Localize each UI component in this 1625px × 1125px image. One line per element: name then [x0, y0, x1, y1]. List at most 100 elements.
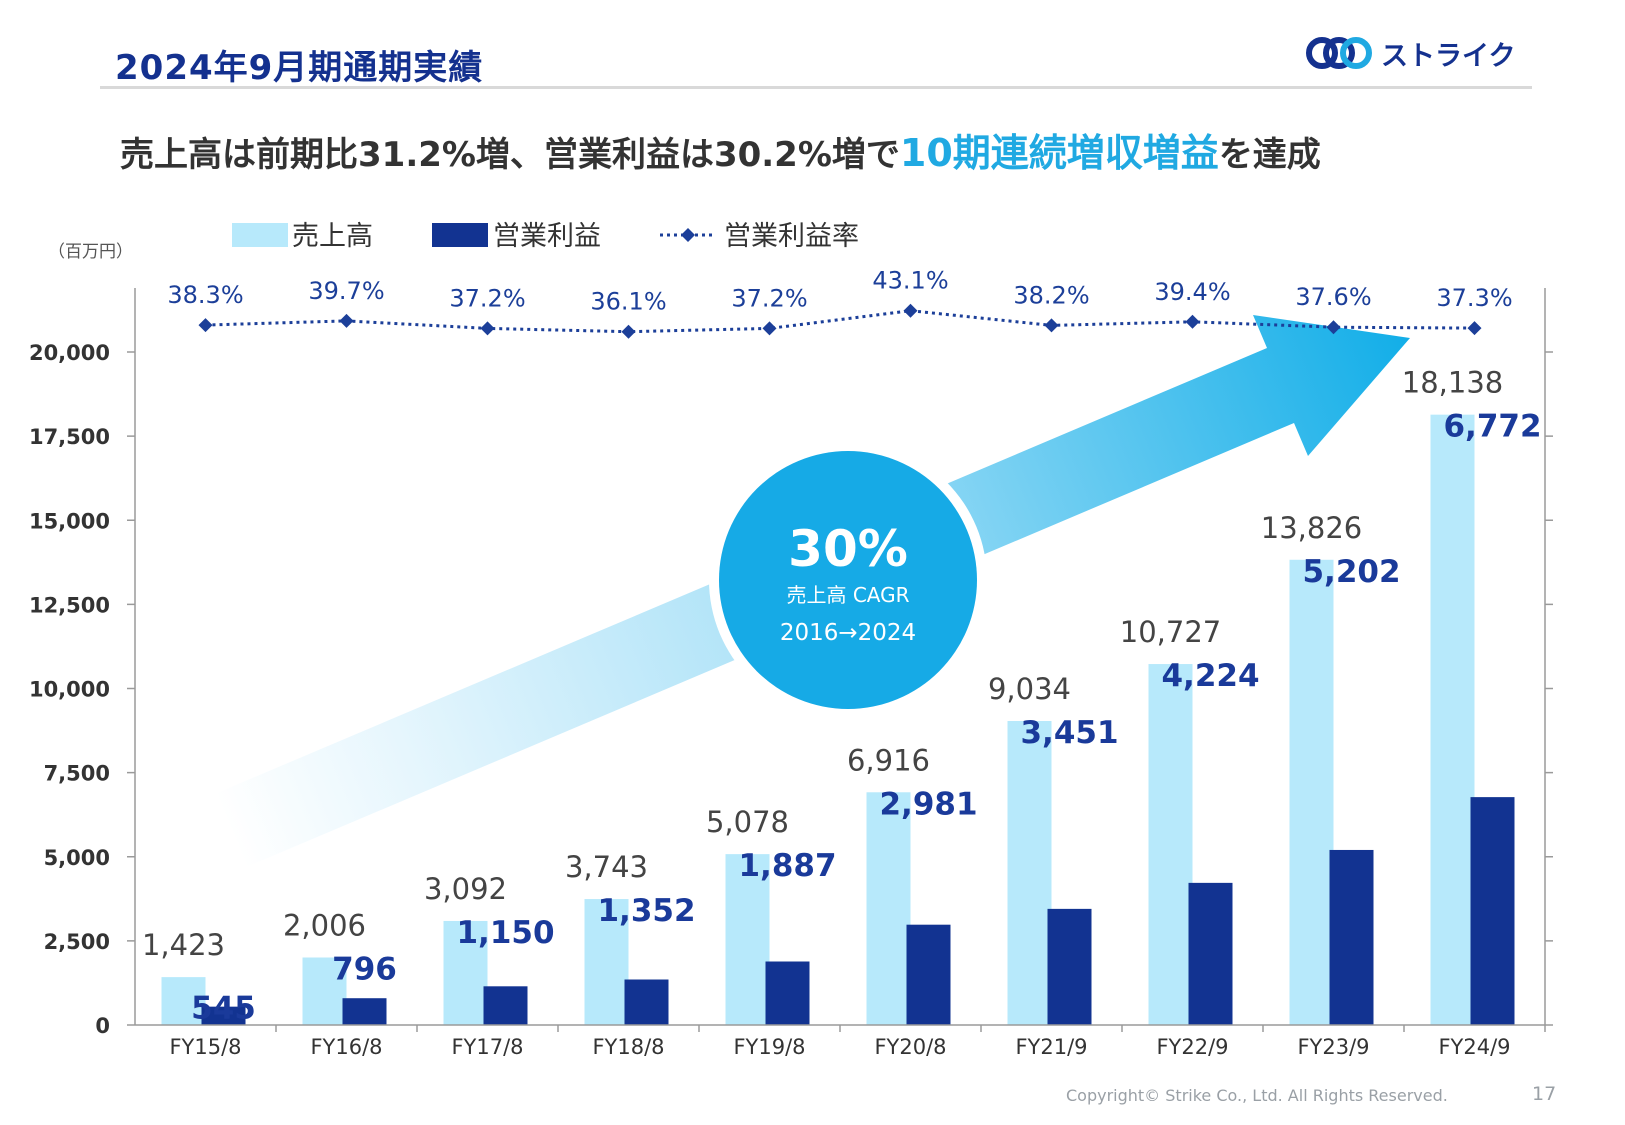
x-tick-label: FY22/9	[1156, 1035, 1228, 1059]
operating-income-label: 2,981	[879, 786, 977, 822]
margin-label: 38.2%	[1013, 281, 1089, 309]
margin-point	[339, 313, 354, 328]
margin-point	[903, 303, 918, 318]
revenue-bar	[866, 792, 911, 1025]
y-tick-label: 12,500	[29, 593, 110, 617]
revenue-label: 10,727	[1120, 615, 1221, 649]
axes: 0 2,500 5,000 7,500 10,000 12,500 15,000 17,500…	[29, 288, 1553, 1059]
margin-line-path	[205, 309, 1475, 334]
cagr-period: 2016→2024	[780, 620, 916, 646]
y-tick-label: 7,500	[44, 762, 110, 786]
margin-point	[1044, 318, 1059, 333]
margin-label: 39.7%	[308, 277, 384, 305]
y-tick-label: 2,500	[44, 930, 110, 954]
margin-label: 38.3%	[167, 281, 243, 309]
revenue-bar	[1007, 721, 1052, 1025]
revenue-label: 1,423	[142, 928, 225, 962]
copyright: Copyright© Strike Co., Ltd. All Rights R…	[1066, 1086, 1448, 1105]
revenue-label: 3,743	[565, 850, 648, 884]
x-tick-label: FY16/8	[310, 1035, 382, 1059]
operating-income-label: 545	[191, 991, 256, 1027]
y-tick-label: 15,000	[29, 509, 110, 533]
company-logo: ストライク	[1305, 33, 1515, 73]
cagr-label: 売上高 CAGR	[786, 583, 909, 607]
y-tick-label: 17,500	[29, 425, 110, 449]
margin-point	[1467, 321, 1482, 336]
cagr-circle	[719, 451, 977, 709]
margin-point	[1326, 320, 1341, 335]
operating-income-bar	[483, 986, 528, 1025]
revenue-label: 6,916	[847, 743, 930, 777]
operating-income-bar	[1329, 849, 1374, 1025]
title-divider	[100, 86, 1532, 89]
x-tick-label: FY24/9	[1438, 1035, 1510, 1059]
operating-income-label: 5,202	[1302, 554, 1400, 590]
revenue-label: 3,092	[424, 872, 507, 906]
margin-point	[1185, 314, 1200, 329]
operating-income-label: 1,150	[456, 915, 554, 951]
operating-income-bar	[1188, 882, 1233, 1025]
data-labels: 1,423 545 2,006 796 3,092 1,150 3,743 1,352 5,07…	[142, 267, 1542, 1027]
legend-revenue-swatch	[232, 223, 288, 247]
cagr-callout: 30% 売上高 CAGR 2016→2024	[709, 441, 987, 719]
legend-income-label: 営業利益	[493, 221, 601, 252]
margin-label: 43.1%	[872, 267, 948, 295]
legend-income-swatch	[432, 223, 488, 247]
headline-highlight: 10期連続増収増益	[899, 131, 1219, 175]
revenue-bar	[443, 920, 488, 1025]
headline-part1: 売上高は前期比31.2%増、営業利益は30.2%増で	[120, 135, 900, 175]
x-tick-label: FY17/8	[451, 1035, 523, 1059]
strike-logo-icon	[1306, 37, 1372, 69]
margin-label: 37.2%	[731, 284, 807, 312]
x-tick-label: FY15/8	[169, 1035, 241, 1059]
revenue-label: 18,138	[1402, 366, 1503, 400]
revenue-bar	[1148, 664, 1193, 1025]
operating-income-bar	[342, 998, 387, 1025]
revenue-label: 2,006	[283, 908, 366, 942]
y-tick-label: 5,000	[44, 846, 110, 870]
x-tick-label: FY23/9	[1297, 1035, 1369, 1059]
margin-label: 36.1%	[590, 288, 666, 316]
revenue-bar	[725, 854, 770, 1025]
revenue-bar	[584, 899, 629, 1025]
unit-label: （百万円）	[48, 242, 133, 262]
operating-income-bar	[624, 979, 669, 1025]
bars	[161, 414, 1515, 1025]
y-tick-label: 20,000	[29, 341, 110, 365]
margin-point	[762, 321, 777, 336]
margin-point	[198, 318, 213, 333]
revenue-bar	[1289, 559, 1334, 1025]
page-number: 17	[1532, 1083, 1557, 1105]
revenue-label: 13,826	[1261, 511, 1362, 545]
margin-label: 37.2%	[449, 284, 525, 312]
logo-text: ストライク	[1381, 40, 1516, 72]
operating-income-label: 1,352	[597, 893, 695, 929]
legend-margin-marker	[681, 228, 695, 242]
margin-line	[198, 303, 1482, 339]
operating-income-bar	[1047, 908, 1092, 1025]
legend-margin-label: 営業利益率	[724, 221, 859, 252]
operating-income-label: 6,772	[1443, 409, 1541, 445]
cagr-value: 30%	[788, 520, 908, 578]
operating-income-bar	[765, 961, 810, 1025]
operating-income-label: 1,887	[738, 848, 836, 884]
x-tick-label: FY20/8	[874, 1035, 946, 1059]
operating-income-bar	[1470, 797, 1515, 1025]
margin-label: 39.4%	[1154, 278, 1230, 306]
headline-part2: を達成	[1218, 135, 1321, 175]
revenue-label: 5,078	[706, 805, 789, 839]
legend-revenue-label: 売上高	[292, 221, 373, 252]
margin-label: 37.6%	[1295, 283, 1371, 311]
operating-income-label: 4,224	[1161, 658, 1259, 694]
operating-income-bar	[201, 1006, 246, 1025]
operating-income-label: 3,451	[1020, 715, 1118, 751]
chart-legend: 売上高 営業利益 営業利益率	[232, 221, 859, 252]
x-tick-label: FY19/8	[733, 1035, 805, 1059]
y-tick-label: 0	[95, 1014, 110, 1038]
margin-point	[480, 321, 495, 336]
x-tick-label: FY21/9	[1015, 1035, 1087, 1059]
revenue-bar	[161, 977, 206, 1025]
headline: 売上高は前期比31.2%増、営業利益は30.2%増で10期連続増収増益を達成	[120, 122, 1321, 177]
x-tick-label: FY18/8	[592, 1035, 664, 1059]
